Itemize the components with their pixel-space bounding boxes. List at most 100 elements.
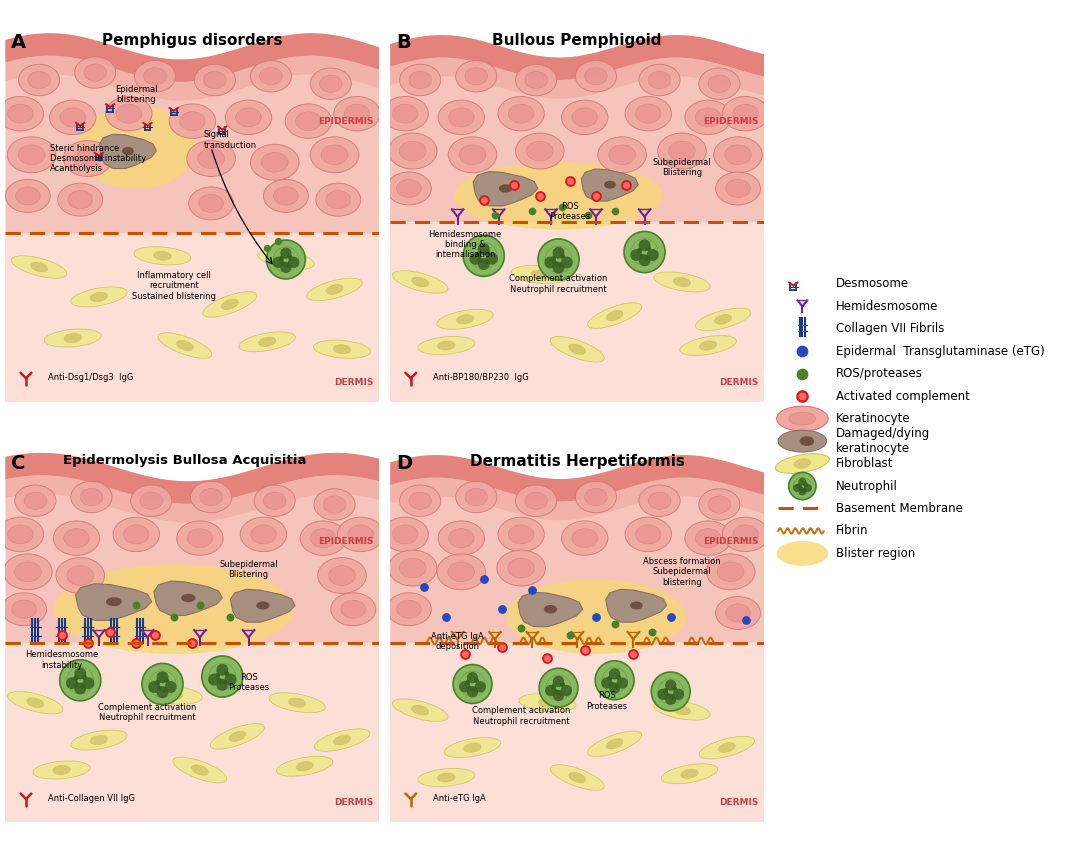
Ellipse shape — [569, 344, 585, 354]
Ellipse shape — [437, 554, 486, 590]
Ellipse shape — [259, 337, 275, 347]
Ellipse shape — [725, 144, 751, 165]
Point — [554, 677, 571, 691]
Ellipse shape — [204, 71, 227, 88]
Ellipse shape — [388, 133, 437, 169]
Ellipse shape — [105, 96, 152, 131]
Point — [562, 629, 579, 643]
Polygon shape — [390, 455, 764, 501]
Circle shape — [553, 246, 565, 258]
Ellipse shape — [18, 65, 60, 96]
Ellipse shape — [569, 773, 585, 783]
Ellipse shape — [172, 757, 227, 783]
Text: Hemidesmosome
binding &
internalisation: Hemidesmosome binding & internalisation — [428, 230, 502, 259]
Circle shape — [792, 484, 801, 492]
Circle shape — [74, 667, 87, 679]
Text: DERMIS: DERMIS — [720, 798, 759, 808]
Ellipse shape — [516, 485, 557, 517]
Circle shape — [624, 231, 666, 273]
Point — [475, 193, 492, 207]
Ellipse shape — [525, 71, 547, 88]
Point — [146, 629, 164, 643]
Ellipse shape — [572, 108, 597, 127]
Circle shape — [208, 673, 220, 685]
Point — [531, 190, 549, 203]
Ellipse shape — [314, 489, 356, 520]
Ellipse shape — [438, 100, 485, 134]
Ellipse shape — [438, 773, 455, 782]
Point — [146, 629, 164, 643]
Ellipse shape — [263, 179, 308, 212]
Circle shape — [281, 247, 292, 258]
Ellipse shape — [681, 769, 698, 779]
Ellipse shape — [715, 172, 761, 205]
Text: Neutrophil: Neutrophil — [836, 479, 898, 492]
Ellipse shape — [64, 529, 89, 547]
Circle shape — [560, 685, 572, 696]
Point — [415, 580, 433, 593]
Circle shape — [272, 257, 284, 268]
Point — [66, 672, 83, 685]
Ellipse shape — [18, 144, 44, 165]
Ellipse shape — [63, 140, 112, 177]
Ellipse shape — [625, 517, 671, 552]
Circle shape — [217, 664, 229, 676]
Ellipse shape — [235, 108, 261, 127]
Ellipse shape — [382, 96, 428, 131]
Ellipse shape — [326, 285, 343, 294]
Ellipse shape — [337, 517, 384, 552]
Point — [281, 249, 298, 263]
Point — [258, 241, 275, 255]
Polygon shape — [390, 643, 764, 822]
Text: C: C — [11, 454, 25, 473]
Point — [539, 651, 556, 665]
Point — [793, 389, 811, 403]
Ellipse shape — [725, 179, 750, 197]
Text: ROS
Proteases: ROS Proteases — [550, 201, 591, 221]
Circle shape — [651, 672, 691, 711]
Text: Complement activation
Neutrophil recruitment: Complement activation Neutrophil recruit… — [472, 706, 570, 726]
Text: ROS
Proteases: ROS Proteases — [586, 691, 628, 711]
Ellipse shape — [635, 525, 661, 544]
Point — [53, 629, 70, 643]
Ellipse shape — [90, 292, 107, 302]
Ellipse shape — [261, 152, 288, 173]
Ellipse shape — [12, 600, 37, 618]
Point — [552, 258, 569, 272]
Ellipse shape — [53, 766, 70, 774]
Polygon shape — [5, 475, 379, 523]
Polygon shape — [5, 33, 379, 82]
Polygon shape — [390, 222, 764, 401]
Ellipse shape — [285, 104, 332, 139]
Ellipse shape — [512, 265, 568, 284]
Ellipse shape — [250, 144, 299, 180]
Ellipse shape — [551, 765, 604, 790]
Point — [102, 625, 119, 638]
Ellipse shape — [310, 68, 351, 99]
Text: Fibrin: Fibrin — [836, 524, 868, 537]
Ellipse shape — [54, 564, 294, 654]
Circle shape — [202, 656, 243, 697]
Ellipse shape — [328, 565, 356, 586]
Ellipse shape — [496, 550, 545, 586]
Circle shape — [478, 243, 490, 255]
Ellipse shape — [604, 181, 616, 189]
Ellipse shape — [588, 731, 642, 756]
Ellipse shape — [392, 270, 448, 293]
Point — [658, 688, 675, 702]
Point — [606, 617, 623, 631]
Ellipse shape — [300, 521, 347, 555]
Point — [102, 625, 119, 638]
Point — [75, 670, 92, 683]
Point — [793, 344, 811, 358]
Point — [790, 478, 808, 491]
Text: Steric hindrance
Desmosome instability
Acantholysis: Steric hindrance Desmosome instability A… — [50, 144, 146, 173]
Circle shape — [560, 257, 572, 269]
Point — [609, 670, 627, 683]
Ellipse shape — [551, 337, 604, 362]
Ellipse shape — [438, 341, 455, 350]
Ellipse shape — [314, 728, 370, 751]
Point — [493, 640, 512, 654]
Circle shape — [638, 240, 650, 252]
Ellipse shape — [169, 104, 216, 139]
